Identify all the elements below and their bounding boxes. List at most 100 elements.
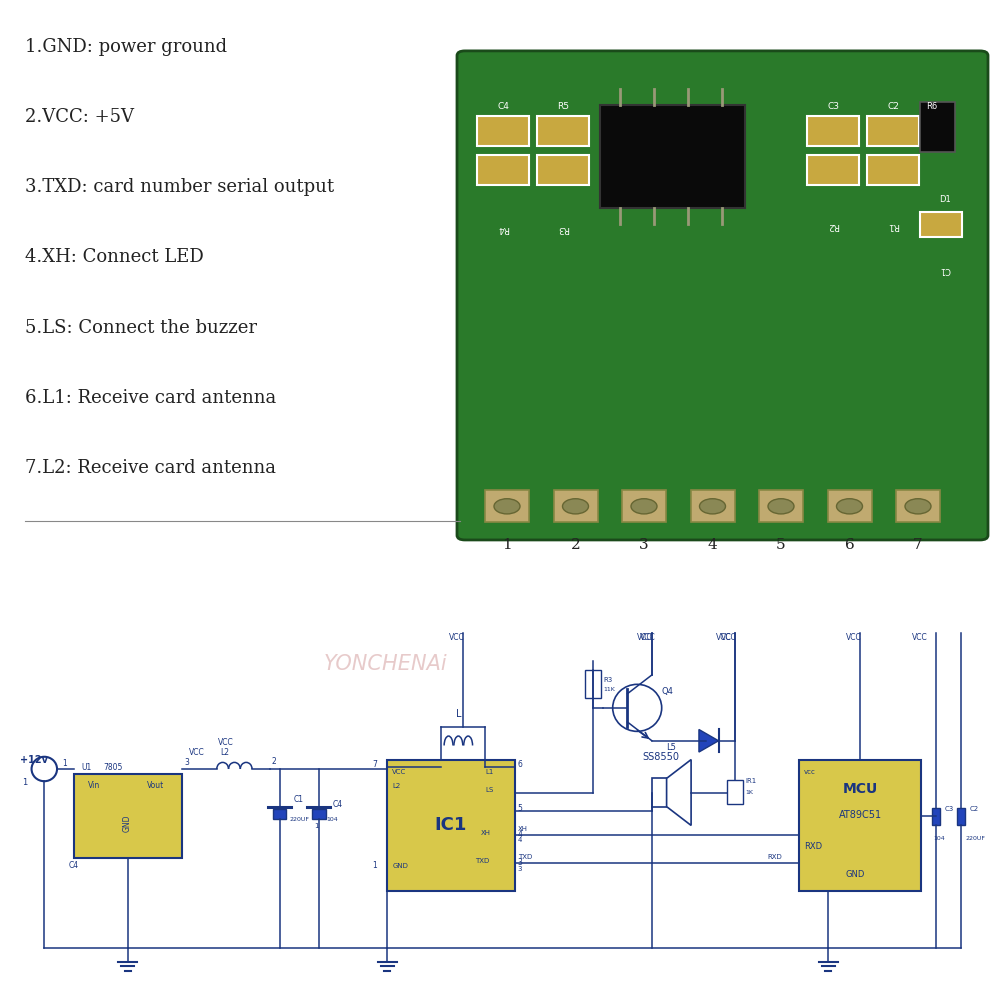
Bar bbox=[312, 809, 326, 819]
Circle shape bbox=[32, 757, 57, 781]
Text: C4: C4 bbox=[332, 800, 343, 809]
Text: 4.XH: Connect LED: 4.XH: Connect LED bbox=[25, 248, 204, 266]
Bar bbox=[807, 116, 859, 146]
Text: 2: 2 bbox=[272, 757, 276, 766]
Text: 3: 3 bbox=[639, 538, 649, 552]
Text: L1: L1 bbox=[485, 769, 494, 775]
Text: 6: 6 bbox=[518, 760, 523, 769]
Text: RXD: RXD bbox=[804, 842, 822, 851]
Text: +12v: +12v bbox=[20, 755, 48, 765]
Text: AT89C51: AT89C51 bbox=[839, 810, 882, 820]
Text: 1: 1 bbox=[373, 861, 377, 870]
Bar bbox=[828, 490, 872, 522]
Text: 1: 1 bbox=[314, 823, 318, 829]
Bar bbox=[867, 155, 919, 185]
Text: 6: 6 bbox=[845, 538, 854, 552]
Text: C4: C4 bbox=[69, 861, 79, 870]
Bar bbox=[727, 780, 743, 804]
Text: 2: 2 bbox=[571, 538, 580, 552]
Circle shape bbox=[494, 499, 520, 514]
FancyBboxPatch shape bbox=[799, 760, 921, 891]
Text: 7805: 7805 bbox=[103, 763, 122, 772]
FancyBboxPatch shape bbox=[387, 760, 515, 891]
Bar bbox=[273, 809, 286, 819]
Text: 7.L2: Receive card antenna: 7.L2: Receive card antenna bbox=[25, 459, 276, 477]
Bar bbox=[585, 670, 601, 698]
Text: IR1: IR1 bbox=[745, 778, 756, 784]
FancyBboxPatch shape bbox=[74, 774, 182, 858]
Text: R5: R5 bbox=[557, 102, 569, 111]
Text: C1: C1 bbox=[939, 265, 951, 274]
Text: L2: L2 bbox=[392, 783, 400, 789]
Text: 3: 3 bbox=[184, 758, 189, 767]
Text: 4: 4 bbox=[708, 538, 717, 552]
Text: 11K: 11K bbox=[603, 687, 615, 692]
Polygon shape bbox=[667, 760, 691, 825]
Text: 5.LS: Connect the buzzer: 5.LS: Connect the buzzer bbox=[25, 319, 257, 337]
Circle shape bbox=[905, 499, 931, 514]
Bar bbox=[920, 212, 962, 237]
Text: VCC: VCC bbox=[449, 633, 464, 642]
Text: Vout: Vout bbox=[147, 781, 164, 790]
Text: U1: U1 bbox=[82, 763, 92, 772]
Text: R3: R3 bbox=[557, 224, 569, 233]
Text: L: L bbox=[456, 709, 461, 719]
Bar bbox=[690, 490, 734, 522]
Text: D1: D1 bbox=[939, 195, 951, 204]
Text: C2: C2 bbox=[969, 806, 979, 812]
Text: Vin: Vin bbox=[88, 781, 101, 790]
Text: vcc: vcc bbox=[804, 769, 816, 775]
Text: Q4: Q4 bbox=[662, 687, 674, 696]
Text: 3: 3 bbox=[518, 858, 523, 867]
Text: GND: GND bbox=[123, 815, 132, 832]
Bar bbox=[600, 105, 745, 208]
Text: C3: C3 bbox=[827, 102, 839, 111]
Bar bbox=[867, 116, 919, 146]
Text: 3: 3 bbox=[518, 866, 522, 872]
Text: GND: GND bbox=[392, 863, 408, 869]
Bar bbox=[554, 490, 598, 522]
Circle shape bbox=[768, 499, 794, 514]
Text: 1: 1 bbox=[22, 778, 27, 787]
Text: 104: 104 bbox=[933, 836, 945, 841]
Text: VCC: VCC bbox=[640, 633, 656, 642]
Bar bbox=[537, 155, 589, 185]
Text: 6.L1: Receive card antenna: 6.L1: Receive card antenna bbox=[25, 389, 276, 407]
Bar bbox=[759, 490, 803, 522]
Text: XH: XH bbox=[518, 826, 528, 832]
FancyBboxPatch shape bbox=[457, 51, 988, 540]
Text: L5: L5 bbox=[667, 743, 676, 752]
Text: IC1: IC1 bbox=[435, 816, 467, 834]
Text: 1.GND: power ground: 1.GND: power ground bbox=[25, 38, 227, 56]
Text: C3: C3 bbox=[945, 806, 954, 812]
Text: C1: C1 bbox=[293, 795, 303, 804]
Bar bbox=[957, 808, 965, 825]
Text: 1K: 1K bbox=[745, 790, 753, 795]
Text: 4: 4 bbox=[518, 837, 522, 843]
Circle shape bbox=[562, 499, 589, 514]
Text: VCC: VCC bbox=[912, 633, 927, 642]
Text: VCC: VCC bbox=[637, 633, 653, 642]
Text: R4: R4 bbox=[497, 224, 509, 233]
Text: 220UF: 220UF bbox=[966, 836, 986, 841]
Text: RXD: RXD bbox=[768, 854, 782, 860]
Bar bbox=[920, 102, 955, 152]
Text: MCU: MCU bbox=[843, 782, 878, 796]
Text: SS8550: SS8550 bbox=[642, 752, 679, 762]
Circle shape bbox=[700, 499, 726, 514]
Text: 1: 1 bbox=[62, 759, 67, 768]
Text: R6: R6 bbox=[926, 102, 938, 111]
Bar bbox=[652, 778, 667, 807]
Text: XH: XH bbox=[480, 830, 490, 836]
Text: VCC: VCC bbox=[716, 633, 731, 642]
Text: R3: R3 bbox=[603, 677, 612, 683]
Text: TXD: TXD bbox=[518, 854, 532, 860]
Text: 4: 4 bbox=[518, 830, 523, 839]
Bar bbox=[477, 155, 529, 185]
Bar bbox=[622, 490, 666, 522]
Text: R2: R2 bbox=[827, 221, 839, 230]
Text: VCC: VCC bbox=[720, 633, 736, 642]
Circle shape bbox=[836, 499, 863, 514]
Text: 5: 5 bbox=[776, 538, 786, 552]
Text: R1: R1 bbox=[887, 221, 899, 230]
